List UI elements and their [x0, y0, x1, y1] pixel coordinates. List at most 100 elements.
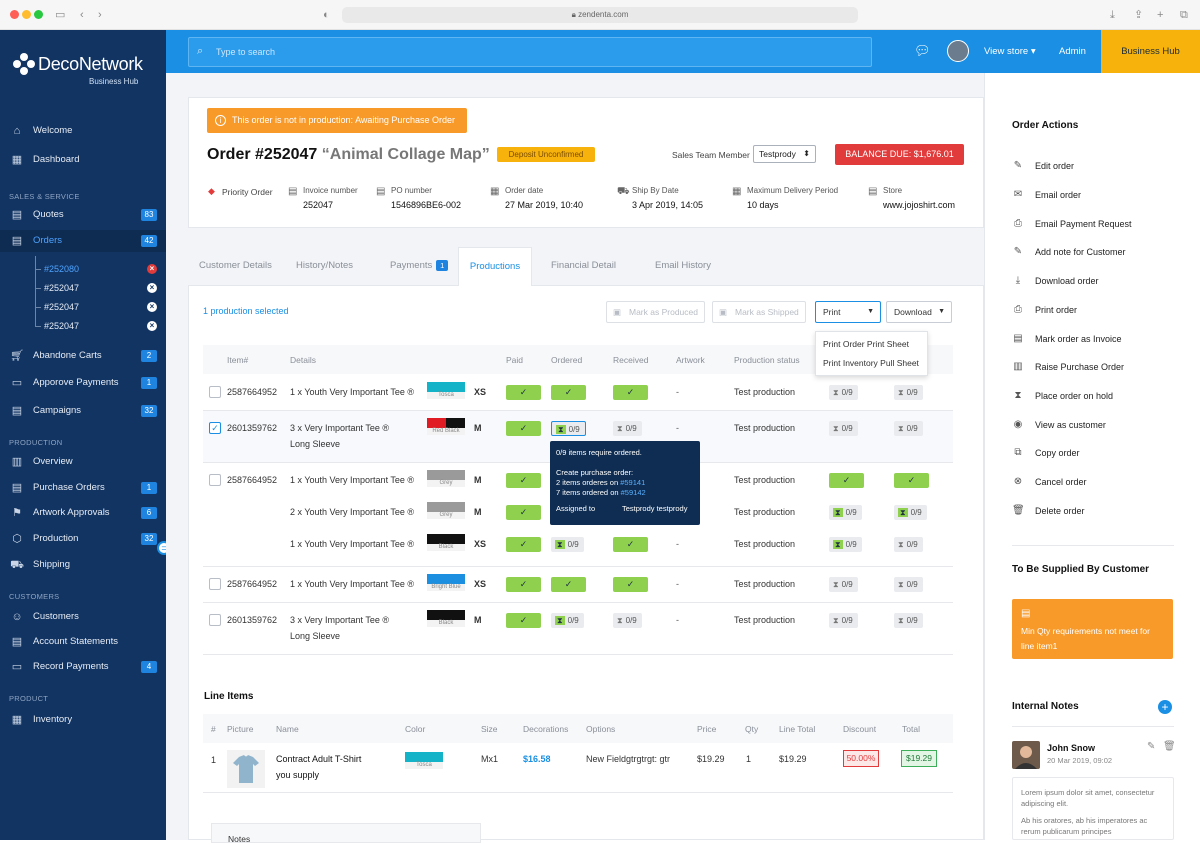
nav-production-2[interactable]: ⚑ Artwork Approvals 6: [0, 502, 166, 524]
download-icon[interactable]: ⤓: [1110, 9, 1115, 21]
ordered-count[interactable]: ⧗ 0/9: [551, 421, 586, 436]
col-header-received: Received: [613, 355, 649, 365]
back-icon[interactable]: ‹: [80, 9, 84, 21]
meta-icon: ▦: [490, 186, 500, 197]
download-dropdown[interactable]: Download ▼: [886, 301, 952, 323]
nav-inventory[interactable]: ▦ Inventory: [0, 709, 166, 731]
sales-team-select[interactable]: Testprody ⬍: [753, 145, 816, 163]
nav-welcome[interactable]: ⌂ Welcome: [0, 120, 166, 142]
tab-email-history[interactable]: Email History: [655, 260, 711, 271]
li-header--: #: [211, 724, 216, 734]
forward-icon[interactable]: ›: [98, 9, 102, 21]
maximize-window-dot[interactable]: [34, 10, 43, 19]
close-icon[interactable]: ×: [147, 264, 157, 274]
john-snow-avatar[interactable]: [1012, 741, 1040, 769]
meta-value: 252047: [303, 200, 334, 210]
note-icon: ✎: [1013, 246, 1023, 257]
row-checkbox[interactable]: ✓: [209, 422, 221, 434]
address-bar[interactable]: 🔒︎ zendenta.com: [342, 7, 858, 23]
sidebar-toggle-icon[interactable]: ▭: [55, 9, 66, 21]
new-tab-icon[interactable]: +: [1157, 9, 1164, 21]
nav-production-0[interactable]: ▥ Overview: [0, 451, 166, 473]
menu-item-print-order-sheet[interactable]: Print Order Print Sheet: [823, 339, 909, 349]
mark-produced-button[interactable]: ▣ Mark as Produced: [606, 301, 705, 323]
share-icon[interactable]: ⇪: [1134, 9, 1144, 21]
nav-production-3[interactable]: ⬡ Production 32: [0, 528, 166, 550]
artwork-status: -: [676, 539, 679, 549]
delete-note-icon[interactable]: 🗑︎: [1163, 741, 1176, 752]
tab-history-notes[interactable]: History/Notes: [296, 260, 354, 271]
hold-icon: ⧗: [1014, 390, 1022, 401]
logo[interactable]: DecoNetwork Business Hub: [12, 52, 162, 92]
item-details: 1 x Youth Very Important Tee ®: [290, 475, 415, 485]
nav-sales-0[interactable]: 🛒︎ Abandone Carts 2: [0, 345, 166, 367]
po-link-59142[interactable]: #59142: [620, 488, 646, 497]
sidebar-order-3[interactable]: #252047: [44, 321, 80, 331]
nav-label: Inventory: [33, 714, 73, 725]
menu-item-print-inventory-sheet[interactable]: Print Inventory Pull Sheet: [823, 358, 919, 368]
nav-production-1[interactable]: ▤ Purchase Orders 1: [0, 477, 166, 499]
nav-production-4[interactable]: ⛟ Shipping: [0, 554, 166, 576]
row-checkbox[interactable]: [209, 474, 221, 486]
sidebar-order-0[interactable]: #252080: [44, 264, 80, 274]
ordered-count[interactable]: ⧗ 0/9: [551, 537, 584, 552]
tab-financial-detail[interactable]: Financial Detail: [551, 260, 616, 271]
shipped-count: ⧗ 0/9: [894, 537, 923, 552]
view-store-link[interactable]: View store ▾: [984, 46, 1036, 57]
col-header-item-: Item#: [227, 355, 249, 365]
close-icon[interactable]: ×: [147, 302, 157, 312]
tree-line: [35, 256, 36, 275]
tab-payments[interactable]: Payments 1: [390, 255, 449, 285]
po-link-59141[interactable]: #59141: [620, 478, 646, 487]
admin-link[interactable]: Admin: [1059, 46, 1086, 57]
meta-invoice-number: ▤ Invoice number 252047: [288, 186, 358, 210]
nav-dashboard[interactable]: ▦ Dashboard: [0, 149, 166, 171]
ordered-count[interactable]: ⧗ 0/9: [551, 613, 584, 628]
print-dropdown[interactable]: Print ▼: [815, 301, 881, 323]
close-icon[interactable]: ×: [147, 283, 157, 293]
business-hub-button[interactable]: Business Hub: [1101, 30, 1200, 73]
action-label: Add note for Customer: [1035, 247, 1126, 257]
line-item-row[interactable]: 1 Contract Adult T-Shirt you supply Tosc…: [203, 743, 953, 793]
line-item-decorations[interactable]: $16.58: [523, 754, 551, 764]
action-label: Print order: [1035, 305, 1078, 315]
tab-productions[interactable]: Productions: [458, 247, 532, 286]
production-0-icon: ▥: [11, 456, 23, 468]
notes-label: Notes: [228, 834, 251, 844]
close-window-dot[interactable]: [10, 10, 19, 19]
tshirt-thumbnail[interactable]: [227, 750, 265, 788]
nav-sales-2[interactable]: ▤ Campaigns 32: [0, 400, 166, 422]
close-icon[interactable]: ×: [147, 321, 157, 331]
chat-icon[interactable]: 💬︎: [914, 43, 931, 58]
meta-icon: ⛟: [617, 186, 630, 197]
hourglass-icon: ⧗: [898, 540, 904, 549]
avatar[interactable]: [947, 40, 969, 62]
add-note-button[interactable]: +: [1158, 700, 1172, 714]
nav-customers-2[interactable]: ▭ Record Payments 4: [0, 656, 166, 678]
nav-customers-1[interactable]: ▤ Account Statements: [0, 631, 166, 653]
nav-orders[interactable]: ▤ Orders 42: [0, 230, 166, 252]
hourglass-icon: ⧗: [617, 616, 623, 625]
deposit-badge: Deposit Unconfirmed: [497, 147, 595, 162]
tab-customer-details[interactable]: Customer Details: [199, 260, 272, 271]
search-input[interactable]: ⌕ Type to search: [188, 37, 872, 67]
note-date: 20 Mar 2019, 09:02: [1047, 756, 1113, 765]
nav-quotes[interactable]: ▤ Quotes 83: [0, 204, 166, 226]
search-placeholder: Type to search: [216, 47, 276, 57]
nav-label: Abandone Carts: [33, 350, 102, 361]
row-checkbox[interactable]: [209, 614, 221, 626]
swatch-color: [427, 502, 465, 512]
nav-sales-1[interactable]: ▭ Apporove Payments 1: [0, 372, 166, 394]
sidebar-order-2[interactable]: #252047: [44, 302, 80, 312]
tabs-overview-icon[interactable]: ⧉: [1180, 9, 1188, 21]
sidebar-order-1[interactable]: #252047: [44, 283, 80, 293]
row-checkbox[interactable]: [209, 386, 221, 398]
sales-2-icon: ▤: [11, 405, 23, 417]
minimize-window-dot[interactable]: [22, 10, 31, 19]
mark-shipped-button[interactable]: ▣ Mark as Shipped: [712, 301, 806, 323]
edit-note-icon[interactable]: ✎: [1147, 741, 1156, 752]
row-checkbox[interactable]: [209, 578, 221, 590]
row-divider: [203, 654, 953, 655]
nav-customers-0[interactable]: ☺ Customers: [0, 606, 166, 628]
item-details: 1 x Youth Very Important Tee ®: [290, 539, 415, 549]
